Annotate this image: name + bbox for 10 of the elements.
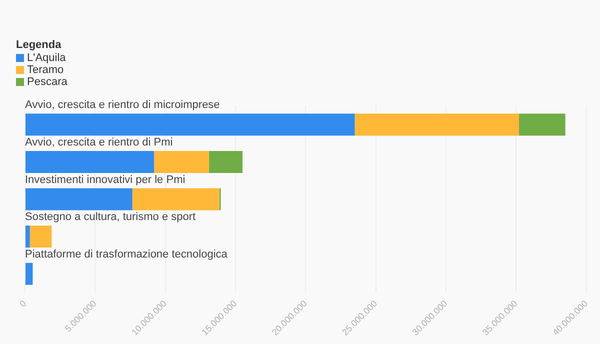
legend-label: Teramo <box>27 64 64 76</box>
y-tick-label: Avvio, crescita e rientro di microimprese <box>25 99 220 112</box>
legend-title: Legenda <box>16 39 62 51</box>
y-tick-label: Sostegno a cultura, turismo e sport <box>25 211 196 224</box>
y-tick-label: Piattaforme di trasformazione tecnologica <box>25 248 228 260</box>
y-tick-label: Avvio, crescita e rientro di Pmi <box>25 136 173 148</box>
y-tick-label: Investimenti innovativi per le Pmi <box>25 174 186 186</box>
legend-label: L'Aquila <box>27 52 66 64</box>
x-tick-label: 0 <box>18 298 28 310</box>
legend-label: Pescara <box>27 76 68 88</box>
